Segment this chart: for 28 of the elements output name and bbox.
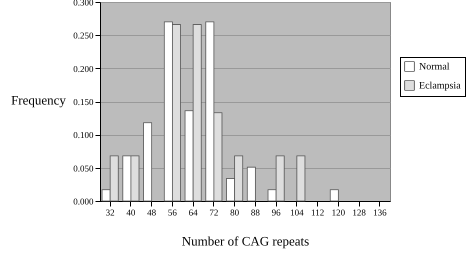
y-tick-label: 0.200 bbox=[73, 64, 94, 74]
y-axis-title: Frequency bbox=[11, 92, 66, 108]
y-tick-label: 0.250 bbox=[73, 30, 94, 41]
x-tick-label: 80 bbox=[230, 208, 240, 218]
y-tick-label: 0.050 bbox=[73, 163, 94, 174]
x-tick-label: 48 bbox=[147, 208, 157, 218]
x-tick-label: 72 bbox=[209, 208, 218, 218]
x-axis-title: Number of CAG repeats bbox=[182, 234, 310, 248]
bar bbox=[330, 189, 339, 202]
x-tick-label: 128 bbox=[352, 208, 366, 218]
bar bbox=[143, 122, 152, 202]
y-tick-label: 0.150 bbox=[73, 97, 94, 107]
x-tick-label: 32 bbox=[106, 208, 115, 218]
legend-label: Normal bbox=[419, 62, 450, 72]
x-tick-label: 88 bbox=[250, 208, 260, 218]
x-tick-label: 120 bbox=[332, 208, 346, 218]
y-tick-label: 0.000 bbox=[73, 196, 94, 206]
legend-label: Eclampsia bbox=[419, 80, 462, 92]
x-tick-label: 40 bbox=[126, 208, 136, 218]
x-tick-label: 112 bbox=[311, 208, 324, 218]
bar bbox=[296, 155, 306, 202]
bar bbox=[246, 166, 256, 202]
y-tick-label: 0.100 bbox=[73, 130, 94, 140]
x-tick-label: 104 bbox=[290, 208, 304, 218]
x-tick-label: 56 bbox=[168, 208, 178, 218]
x-tick-label: 96 bbox=[272, 208, 282, 218]
x-tick-label: 64 bbox=[188, 208, 198, 218]
x-tick-label: 136 bbox=[373, 208, 388, 218]
